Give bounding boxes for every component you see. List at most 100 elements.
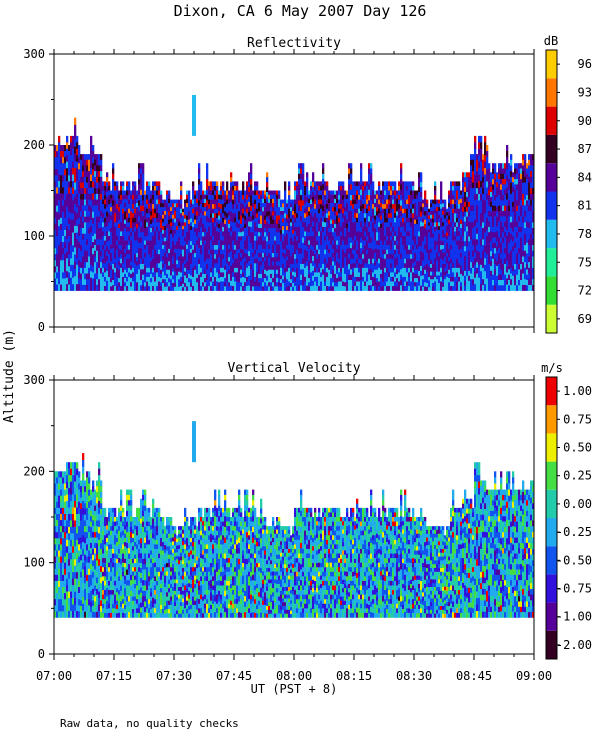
heatmap-cell: [208, 263, 211, 269]
heatmap-cell: [224, 248, 227, 254]
heatmap-cell: [440, 213, 443, 219]
heatmap-cell: [88, 165, 91, 172]
heatmap-cell: [196, 273, 199, 279]
heatmap-cell: [336, 207, 339, 212]
heatmap-cell: [70, 213, 73, 220]
heatmap-cell: [224, 190, 227, 195]
heatmap-cell: [136, 194, 139, 200]
heatmap-cell: [280, 260, 283, 265]
heatmap-cell: [54, 169, 57, 176]
heatmap-cell: [330, 236, 333, 241]
heatmap-cell: [312, 201, 315, 208]
heatmap-cell: [386, 217, 389, 223]
heatmap-cell: [354, 272, 357, 278]
heatmap-cell: [340, 276, 343, 282]
heatmap-cell: [212, 281, 215, 287]
heatmap-cell: [388, 240, 391, 246]
heatmap-cell: [78, 272, 81, 279]
heatmap-cell: [140, 226, 143, 233]
heatmap-cell: [350, 168, 353, 175]
heatmap-cell: [158, 222, 161, 228]
heatmap-cell: [464, 280, 467, 286]
heatmap-cell: [294, 231, 297, 237]
heatmap-cell: [194, 223, 197, 229]
heatmap-cell: [422, 226, 425, 231]
heatmap-cell: [62, 211, 65, 219]
heatmap-cell: [444, 275, 447, 280]
heatmap-cell: [264, 269, 267, 275]
heatmap-cell: [226, 222, 229, 228]
heatmap-cell: [366, 276, 369, 282]
heatmap-cell: [314, 208, 317, 214]
heatmap-cell: [84, 165, 87, 172]
heatmap-cell: [426, 210, 429, 216]
heatmap-cell: [104, 217, 107, 223]
heatmap-cell: [108, 249, 111, 255]
heatmap-cell: [250, 221, 253, 228]
heatmap-cell: [278, 240, 281, 246]
heatmap-cell: [180, 181, 183, 187]
heatmap-cell: [364, 258, 367, 264]
heatmap-cell: [324, 208, 327, 214]
heatmap-cell: [110, 215, 113, 220]
heatmap-cell: [196, 244, 199, 250]
heatmap-cell: [456, 231, 459, 237]
heatmap-cell: [300, 216, 303, 222]
heatmap-cell: [204, 203, 207, 208]
heatmap-cell: [174, 229, 177, 235]
heatmap-cell: [144, 228, 147, 233]
heatmap-cell: [194, 278, 197, 283]
heatmap-cell: [310, 222, 313, 228]
heatmap-cell: [54, 242, 57, 249]
heatmap-cell: [398, 190, 401, 196]
heatmap-cell: [334, 236, 337, 241]
heatmap-cell: [292, 237, 295, 242]
heatmap-cell: [318, 263, 321, 269]
heatmap-cell: [356, 217, 359, 223]
heatmap-cell: [238, 194, 241, 200]
heatmap-cell: [334, 207, 337, 212]
heatmap-cell: [456, 185, 459, 191]
heatmap-cell: [356, 254, 359, 260]
heatmap-cell: [456, 222, 459, 228]
heatmap-cell: [158, 272, 161, 278]
heatmap-cell: [146, 231, 149, 237]
heatmap-cell: [336, 240, 339, 246]
heatmap-cell: [108, 217, 111, 223]
heatmap-cell: [414, 278, 417, 283]
heatmap-cell: [80, 165, 83, 172]
heatmap-cell: [128, 281, 131, 287]
heatmap-cell: [422, 218, 425, 223]
heatmap-cell: [382, 204, 385, 209]
heatmap-cell: [84, 188, 87, 195]
heatmap-cell: [402, 286, 405, 291]
heatmap-cell: [170, 233, 173, 238]
heatmap-cell: [364, 236, 367, 241]
heatmap-cell: [452, 213, 455, 219]
heatmap-cell: [382, 272, 385, 278]
heatmap-cell: [268, 278, 271, 283]
heatmap-cell: [208, 245, 211, 250]
heatmap-cell: [58, 239, 61, 246]
heatmap-cell: [194, 211, 197, 216]
heatmap-cell: [310, 190, 313, 196]
heatmap-cell: [142, 184, 145, 191]
heatmap-cell: [170, 229, 173, 235]
heatmap-cell: [152, 181, 155, 187]
heatmap-cell: [380, 190, 383, 195]
heatmap-cell: [238, 232, 241, 237]
heatmap-cell: [178, 252, 181, 257]
heatmap-cell: [304, 231, 307, 237]
heatmap-cell: [180, 249, 183, 255]
heatmap-cell: [368, 195, 371, 201]
heatmap-cell: [250, 179, 253, 185]
heatmap-cell: [110, 253, 113, 258]
heatmap-cell: [194, 236, 197, 241]
heatmap-cell: [98, 279, 101, 286]
heatmap-cell: [396, 278, 399, 283]
heatmap-cell: [174, 218, 177, 223]
heatmap-cell: [328, 194, 331, 200]
heatmap-cell: [170, 275, 173, 280]
heatmap-cell: [162, 279, 165, 284]
heatmap-cell: [426, 256, 429, 261]
